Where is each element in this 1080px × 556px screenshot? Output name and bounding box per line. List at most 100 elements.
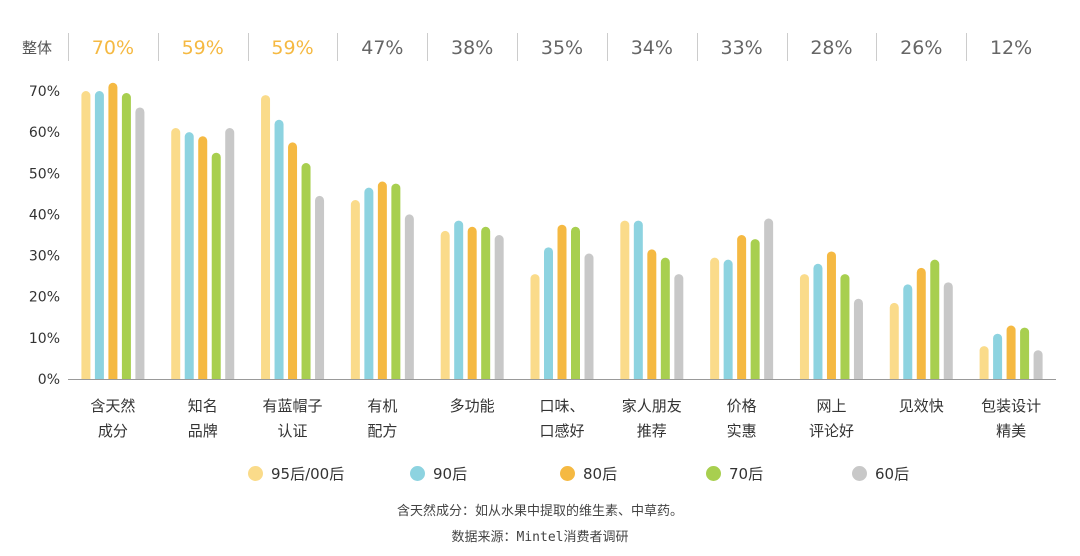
bar (350, 200, 360, 379)
bar (225, 128, 235, 379)
category-label: 家人朋友 (622, 397, 682, 415)
legend-item: 60后 (852, 460, 909, 486)
bar (943, 282, 953, 379)
y-tick-label: 30% (29, 249, 60, 265)
bar (467, 226, 477, 379)
overall-value: 59% (271, 37, 314, 59)
overall-separator (247, 33, 249, 61)
y-tick-label: 40% (29, 207, 60, 223)
overall-value: 34% (630, 37, 673, 59)
overall-separator (966, 33, 968, 61)
bar (481, 226, 491, 379)
bar (737, 235, 747, 379)
bar (993, 333, 1003, 379)
bar (108, 82, 118, 380)
overall-separator (427, 33, 429, 61)
legend-label: 95后/00后 (271, 464, 345, 483)
y-tick-label: 60% (29, 125, 60, 141)
bar (916, 267, 926, 379)
category-label: 认证 (278, 422, 308, 440)
bar (94, 91, 104, 380)
bar (171, 128, 181, 379)
overall-value: 28% (810, 37, 853, 59)
bar (633, 220, 643, 379)
legend-swatch (248, 465, 263, 481)
legend-swatch (706, 465, 721, 481)
bar (557, 224, 567, 379)
overall-label: 整体 (22, 39, 53, 57)
overall-value: 26% (900, 37, 943, 59)
legend-item: 70后 (706, 460, 763, 486)
legend-swatch (852, 465, 867, 481)
overall-separator (517, 33, 519, 61)
bar (1020, 327, 1030, 379)
legend-label: 90后 (433, 464, 468, 483)
bar (530, 274, 540, 379)
y-tick-label: 70% (29, 84, 60, 100)
category-label: 含天然 (90, 397, 135, 415)
bar (620, 220, 630, 379)
bar (799, 274, 809, 379)
bar (723, 259, 733, 379)
bar (660, 257, 670, 379)
overall-separator (696, 33, 698, 61)
bar (889, 302, 899, 379)
bar (826, 251, 836, 379)
bar (364, 187, 374, 379)
bar (544, 247, 553, 379)
y-tick-label: 0% (38, 372, 60, 388)
bar (979, 346, 989, 379)
bar (813, 263, 823, 379)
category-label: 有蓝帽子 (263, 397, 323, 415)
category-label: 配方 (367, 422, 397, 440)
category-label: 口味、 (539, 397, 584, 415)
overall-separator (876, 33, 878, 61)
overall-value: 33% (720, 37, 763, 59)
footnote-note: 含天然成分：如从水果中提取的维生素、中草药。 (396, 504, 683, 519)
bar (584, 253, 594, 379)
category-label: 有机 (367, 397, 397, 415)
overall-separator (606, 33, 608, 61)
bar (121, 93, 131, 380)
bar (377, 181, 387, 379)
legend-item: 80后 (560, 460, 617, 486)
overall-value: 38% (451, 37, 494, 59)
footnote-source: 数据来源：Mintel消费者调研 (451, 530, 629, 545)
category-label: 实惠 (727, 422, 757, 440)
category-label: 知名 (188, 397, 218, 415)
category-label: 品牌 (188, 422, 218, 440)
legend-swatch (560, 465, 575, 481)
category-label: 成分 (98, 422, 128, 440)
y-tick-label: 10% (29, 331, 60, 347)
bar (764, 218, 774, 379)
category-label: 网上 (816, 397, 846, 415)
legend-item: 95后/00后 (248, 460, 344, 486)
category-label: 包装设计 (981, 397, 1041, 415)
category-label: 口感好 (539, 422, 584, 440)
bar (198, 136, 208, 379)
bar (930, 259, 940, 379)
bar (184, 132, 194, 379)
overall-separator (68, 33, 69, 61)
bar (840, 274, 850, 379)
legend-item: 90后 (410, 460, 467, 486)
category-label: 见效快 (899, 397, 944, 415)
bar (1033, 350, 1043, 379)
bar (647, 249, 657, 379)
y-tick-label: 20% (29, 290, 60, 306)
category-label: 多功能 (450, 397, 495, 415)
bar (710, 257, 720, 379)
overall-value: 12% (989, 37, 1033, 59)
bar (301, 163, 311, 379)
bar (853, 298, 863, 379)
y-tick-label: 50% (29, 166, 60, 182)
bar (404, 214, 414, 379)
legend-label: 60后 (875, 464, 910, 483)
bar (494, 235, 504, 379)
category-label: 价格 (727, 397, 757, 415)
bar (211, 152, 221, 379)
overall-value: 35% (540, 37, 584, 59)
bar (454, 220, 464, 379)
bar (571, 226, 580, 379)
